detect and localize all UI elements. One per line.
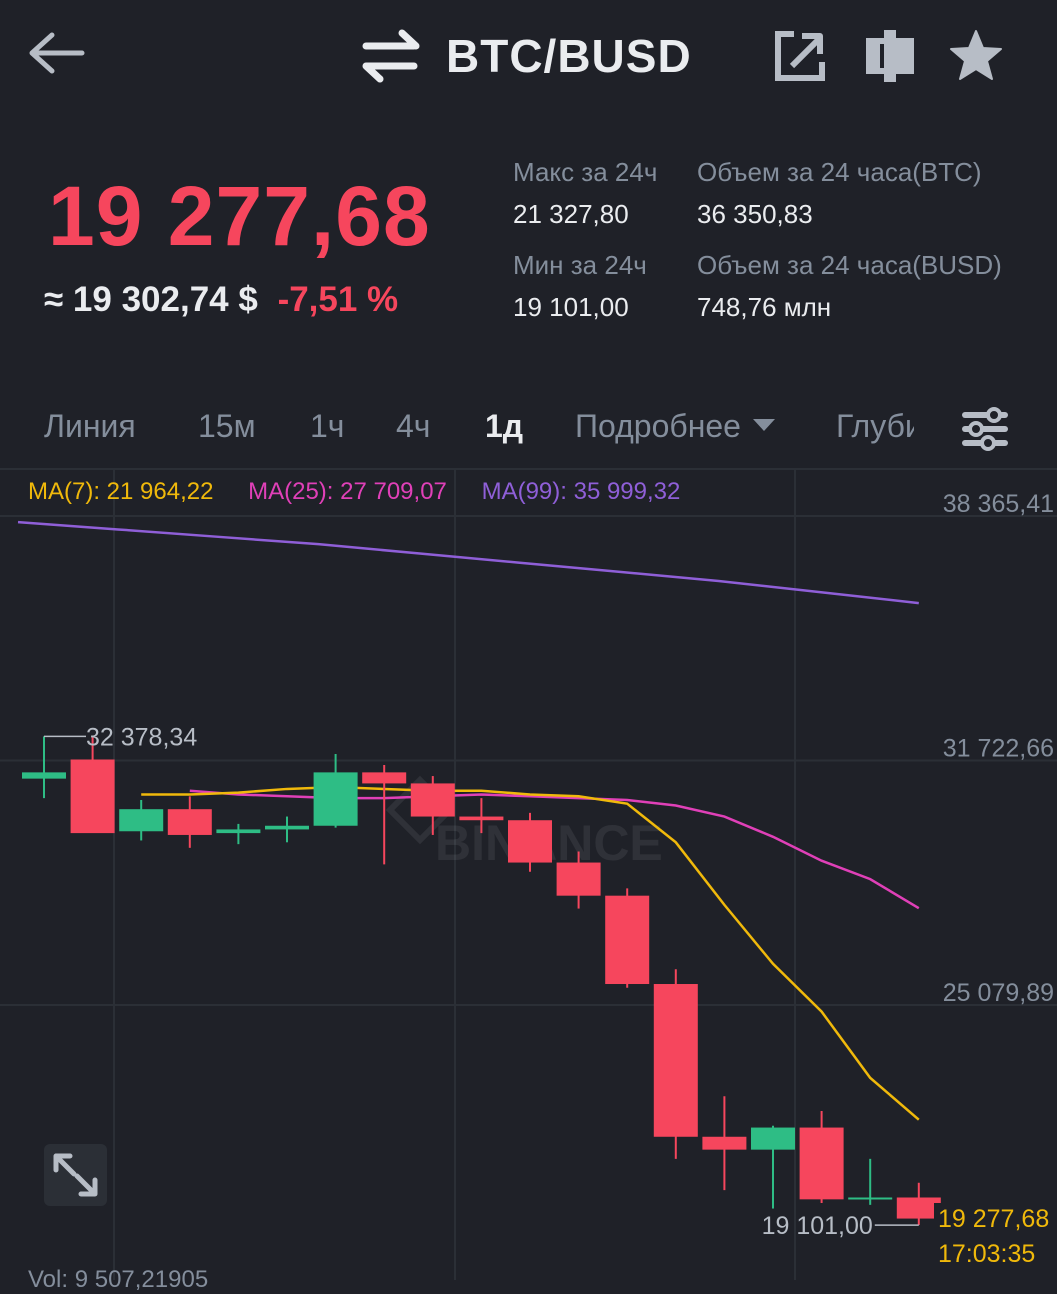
low-label: Мин за 24ч bbox=[513, 250, 647, 280]
ma99-label: MA(99): 35 999,32 bbox=[481, 478, 681, 505]
y-tick-label: 31 722,66 bbox=[943, 734, 1054, 762]
tab-4h[interactable]: 4ч bbox=[396, 408, 431, 444]
candle-body bbox=[653, 984, 698, 1137]
candle-body bbox=[896, 1197, 941, 1219]
candle bbox=[556, 851, 601, 909]
candle-body bbox=[751, 1127, 795, 1150]
candle-body bbox=[216, 829, 261, 834]
ma-lines bbox=[17, 520, 920, 1121]
ma25-line bbox=[189, 789, 920, 910]
candle-body bbox=[605, 895, 650, 985]
chart-grid bbox=[0, 470, 1057, 1280]
usd-price-line: ≈ 19 302,74 $ -7,51 % bbox=[44, 280, 398, 320]
candle bbox=[605, 888, 650, 988]
candles bbox=[22, 735, 941, 1226]
candle-body bbox=[459, 816, 504, 821]
ma7-line bbox=[141, 785, 920, 1121]
low-marker-label: 19 101,00 bbox=[762, 1212, 873, 1240]
candle bbox=[22, 736, 66, 799]
y-tick-label: 38 365,41 bbox=[943, 490, 1054, 518]
high-label: Макс за 24ч bbox=[513, 157, 658, 187]
pair-selector[interactable]: BTC/BUSD bbox=[360, 26, 692, 86]
candle-body bbox=[799, 1127, 844, 1200]
candle-body bbox=[362, 772, 407, 784]
vol-busd-value: 748,76 млн bbox=[697, 292, 832, 322]
candle-body bbox=[848, 1197, 893, 1200]
candle bbox=[896, 1182, 941, 1226]
high-value: 21 327,80 bbox=[513, 199, 629, 229]
candle bbox=[799, 1111, 844, 1204]
candle-body bbox=[22, 772, 66, 779]
y-tick-label: 25 079,89 bbox=[943, 979, 1054, 1007]
last-price: 19 277,68 bbox=[48, 169, 431, 263]
candle-body bbox=[702, 1136, 747, 1150]
candle-body bbox=[556, 862, 601, 896]
top-bar: BTC/BUSD bbox=[0, 0, 1057, 115]
candle-body bbox=[119, 809, 164, 832]
usd-approx: ≈ 19 302,74 $ bbox=[44, 280, 258, 319]
vol-btc-value: 36 350,83 bbox=[697, 199, 813, 229]
change-percent: -7,51 % bbox=[277, 280, 399, 319]
low-value: 19 101,00 bbox=[513, 292, 629, 322]
candle-body bbox=[508, 820, 552, 863]
interval-tabs: Линия 15м 1ч 4ч 1д Подробнее Глубина bbox=[0, 400, 1057, 460]
current-price-tag: 19 277,68 bbox=[934, 1203, 1054, 1236]
back-arrow-icon[interactable] bbox=[28, 30, 88, 76]
candle-body bbox=[70, 759, 115, 834]
candle bbox=[410, 776, 455, 835]
candle bbox=[265, 816, 309, 843]
tab-more-label: Подробнее bbox=[575, 408, 741, 444]
pair-title: BTC/BUSD bbox=[446, 30, 692, 82]
candle bbox=[362, 765, 407, 865]
candle bbox=[751, 1125, 795, 1209]
candle-countdown: 17:03:35 bbox=[934, 1238, 1040, 1271]
tab-1d[interactable]: 1д bbox=[485, 408, 524, 444]
tab-more[interactable]: Подробнее bbox=[575, 408, 775, 445]
swap-icon bbox=[360, 29, 420, 83]
star-icon[interactable] bbox=[948, 28, 1004, 84]
candle bbox=[459, 798, 504, 834]
y-axis: 38 365,41 31 722,66 25 079,89 bbox=[943, 490, 1054, 1007]
chart-top-divider bbox=[0, 468, 1057, 470]
ma99-line bbox=[17, 520, 919, 605]
candle bbox=[848, 1158, 893, 1205]
candle-body bbox=[410, 783, 455, 817]
caret-down-icon bbox=[752, 418, 775, 431]
tab-1h[interactable]: 1ч bbox=[310, 408, 345, 444]
chart-settings-icon[interactable] bbox=[958, 404, 1012, 454]
fullscreen-button[interactable] bbox=[44, 1144, 107, 1206]
candle bbox=[216, 823, 261, 845]
candle bbox=[70, 735, 115, 834]
price-markers: 32 378,34 19 101,00 bbox=[44, 723, 941, 1240]
tab-15m[interactable]: 15м bbox=[198, 408, 256, 444]
candle bbox=[508, 812, 552, 872]
candle-body bbox=[313, 772, 358, 826]
candle bbox=[119, 799, 164, 841]
margin-icon[interactable] bbox=[862, 28, 918, 84]
candle-body bbox=[167, 809, 212, 835]
tab-line[interactable]: Линия bbox=[44, 408, 136, 444]
candle bbox=[313, 753, 358, 828]
volume-label: Vol: 9 507,21905 bbox=[28, 1266, 209, 1293]
candle bbox=[653, 969, 698, 1159]
share-icon[interactable] bbox=[772, 28, 828, 84]
expand-icon bbox=[53, 1153, 98, 1197]
candle-body bbox=[265, 825, 309, 830]
candle bbox=[167, 796, 212, 848]
tab-depth[interactable]: Глубина bbox=[836, 408, 914, 444]
high-marker-label: 32 378,34 bbox=[86, 723, 197, 751]
ma-legend: MA(7): 21 964,22 MA(25): 27 709,07 MA(99… bbox=[28, 478, 708, 506]
candle bbox=[702, 1096, 747, 1191]
ma25-label: MA(25): 27 709,07 bbox=[248, 478, 447, 505]
vol-btc-label: Объем за 24 часа(BTC) bbox=[697, 157, 982, 187]
ma7-label: MA(7): 21 964,22 bbox=[28, 478, 214, 505]
vol-busd-label: Объем за 24 часа(BUSD) bbox=[697, 250, 1002, 280]
